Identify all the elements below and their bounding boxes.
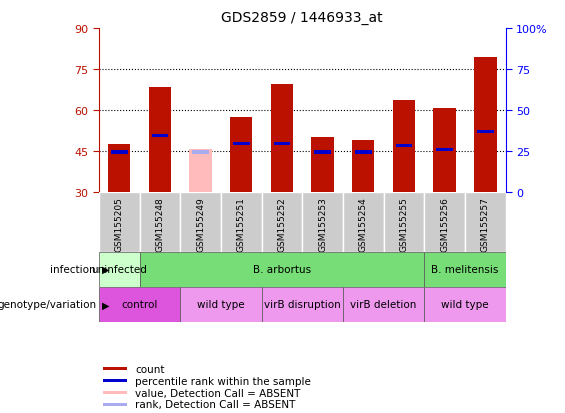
Text: GSM155253: GSM155253 [318,197,327,252]
Bar [230,117,253,192]
Bar [262,192,302,252]
Text: infection: infection [50,264,96,275]
Text: rank, Detection Call = ABSENT: rank, Detection Call = ABSENT [136,399,296,409]
Bar [103,379,127,382]
Bar [314,151,331,154]
Text: wild type: wild type [197,299,245,310]
Bar [477,131,494,134]
Title: GDS2859 / 1446933_at: GDS2859 / 1446933_at [221,11,383,25]
Bar [103,368,127,370]
Bar [151,135,168,138]
Bar [424,287,506,322]
Bar [465,192,506,252]
Text: GSM155205: GSM155205 [115,197,124,252]
Bar [424,192,465,252]
Text: ▶: ▶ [102,299,109,310]
Bar [111,151,128,154]
Text: GSM155249: GSM155249 [196,197,205,252]
Bar [192,151,209,154]
Bar [99,287,180,322]
Text: GSM155255: GSM155255 [399,197,408,252]
Bar [149,88,171,192]
Bar [140,252,424,287]
Text: wild type: wild type [441,299,489,310]
Text: GSM155256: GSM155256 [440,197,449,252]
Text: value, Detection Call = ABSENT: value, Detection Call = ABSENT [136,388,301,398]
Text: genotype/variation: genotype/variation [0,299,96,310]
Text: GSM155251: GSM155251 [237,197,246,252]
Text: B. arbortus: B. arbortus [253,264,311,275]
Bar [103,391,127,394]
Text: GSM155248: GSM155248 [155,197,164,252]
Bar [271,85,293,192]
Text: B. melitensis: B. melitensis [431,264,499,275]
Text: virB disruption: virB disruption [264,299,341,310]
Bar [273,143,290,146]
Bar [355,151,372,154]
Bar [262,287,343,322]
Text: count: count [136,364,165,374]
Bar [343,287,424,322]
Text: percentile rank within the sample: percentile rank within the sample [136,376,311,386]
Text: ▶: ▶ [102,264,109,275]
Bar [221,192,262,252]
Bar [311,138,334,192]
Bar [384,192,424,252]
Bar [180,287,262,322]
Bar [180,192,221,252]
Bar [343,192,384,252]
Bar [233,143,250,146]
Bar [436,148,453,152]
Text: GSM155254: GSM155254 [359,197,368,252]
Text: GSM155252: GSM155252 [277,197,286,252]
Bar [352,140,375,192]
Bar [396,144,412,147]
Bar [433,109,456,192]
Bar [424,252,506,287]
Text: virB deletion: virB deletion [350,299,417,310]
Bar [140,192,180,252]
Text: GSM155257: GSM155257 [481,197,490,252]
Bar [108,145,131,192]
Text: uninfected: uninfected [92,264,147,275]
Bar [99,252,140,287]
Bar [302,192,343,252]
Bar [474,57,497,192]
Bar [103,403,127,406]
Text: control: control [121,299,158,310]
Bar [393,101,415,192]
Bar [99,192,140,252]
Bar [189,150,212,192]
